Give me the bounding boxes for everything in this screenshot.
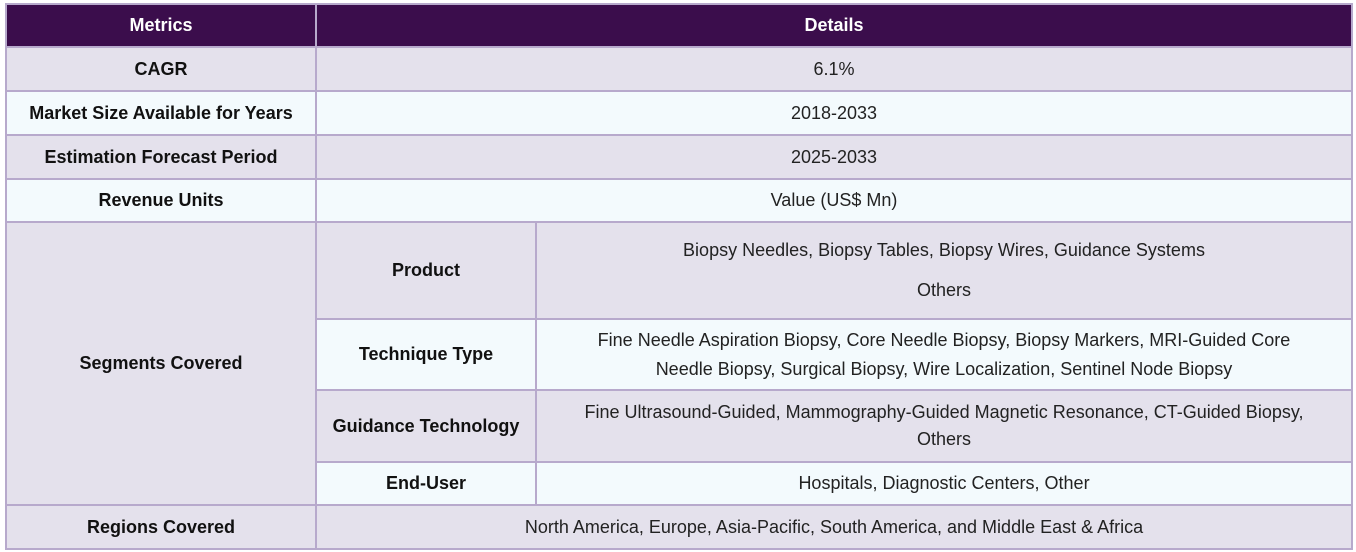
- table-row-cagr: CAGR 6.1%: [5, 46, 1353, 92]
- segment-technique-line-2: Needle Biopsy, Surgical Biopsy, Wire Loc…: [655, 358, 1233, 379]
- segment-product-value: Biopsy Needles, Biopsy Tables, Biopsy Wi…: [535, 221, 1353, 320]
- segment-guidance-value: Fine Ultrasound-Guided, Mammography-Guid…: [535, 389, 1353, 463]
- table-row-segment-product: Segments Covered Product Biopsy Needles,…: [5, 221, 1353, 506]
- table-header-row: Metrics Details: [5, 3, 1353, 48]
- forecast-period-value: 2025-2033: [315, 134, 1353, 180]
- segment-product-label: Product: [315, 221, 537, 320]
- table-row-revenue-units: Revenue Units Value (US$ Mn): [5, 178, 1353, 223]
- report-table-container: Metrics Details CAGR 6.1% Market Size Av…: [5, 3, 1353, 550]
- segment-end-user-value: Hospitals, Diagnostic Centers, Other: [535, 461, 1353, 506]
- metrics-details-table: Metrics Details CAGR 6.1% Market Size Av…: [5, 3, 1353, 550]
- table-row-forecast-period: Estimation Forecast Period 2025-2033: [5, 134, 1353, 180]
- regions-label: Regions Covered: [5, 504, 317, 550]
- cagr-label: CAGR: [5, 46, 317, 92]
- segment-product-line-1: Biopsy Needles, Biopsy Tables, Biopsy Wi…: [683, 240, 1205, 260]
- table-row-segment-technique: Technique Type Fine Needle Aspiration Bi…: [6, 318, 1353, 391]
- table-row-market-size: Market Size Available for Years 2018-203…: [5, 90, 1353, 136]
- segment-end-user-label: End-User: [315, 461, 537, 506]
- table-row-regions: Regions Covered North America, Europe, A…: [5, 504, 1353, 550]
- segment-technique-label: Technique Type: [315, 318, 537, 391]
- segment-product-line-2: Others: [916, 280, 972, 300]
- forecast-period-label: Estimation Forecast Period: [5, 134, 317, 180]
- segment-guidance-line-1: Fine Ultrasound-Guided, Mammography-Guid…: [584, 402, 1304, 422]
- market-size-value: 2018-2033: [315, 90, 1353, 136]
- segments-covered-label: Segments Covered: [5, 221, 317, 506]
- segment-guidance-line-2: Others: [916, 429, 972, 449]
- table-row-segment-end-user: End-User Hospitals, Diagnostic Centers, …: [6, 461, 1353, 506]
- header-metrics: Metrics: [5, 3, 317, 48]
- segment-guidance-label: Guidance Technology: [315, 389, 537, 463]
- revenue-units-value: Value (US$ Mn): [315, 178, 1353, 223]
- segment-technique-line-1: Fine Needle Aspiration Biopsy, Core Need…: [597, 329, 1291, 350]
- table-row-segment-guidance: Guidance Technology Fine Ultrasound-Guid…: [6, 389, 1353, 463]
- market-size-label: Market Size Available for Years: [5, 90, 317, 136]
- cagr-value: 6.1%: [315, 46, 1353, 92]
- segment-technique-value: Fine Needle Aspiration Biopsy, Core Need…: [535, 318, 1353, 391]
- header-details: Details: [315, 3, 1353, 48]
- segment-product-spacer: [549, 265, 1339, 276]
- regions-value: North America, Europe, Asia-Pacific, Sou…: [315, 504, 1353, 550]
- revenue-units-label: Revenue Units: [5, 178, 317, 223]
